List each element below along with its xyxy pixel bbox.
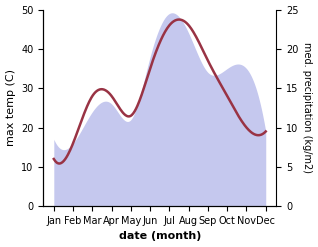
X-axis label: date (month): date (month) [119, 231, 201, 242]
Y-axis label: max temp (C): max temp (C) [5, 69, 16, 146]
Y-axis label: med. precipitation (kg/m2): med. precipitation (kg/m2) [302, 42, 313, 173]
